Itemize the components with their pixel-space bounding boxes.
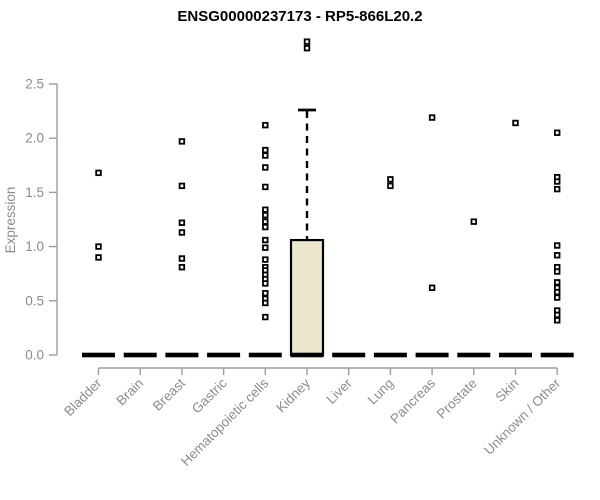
outlier-point	[387, 176, 394, 183]
x-tick-label: Liver	[324, 375, 356, 407]
median-bar	[165, 352, 199, 358]
outlier-point	[262, 223, 269, 231]
outlier-point	[303, 44, 311, 52]
outlier-point	[303, 38, 311, 45]
median-bar	[82, 352, 115, 358]
outlier-point	[262, 206, 269, 213]
outlier-point	[387, 182, 394, 190]
outlier-point	[262, 290, 269, 297]
outlier-point	[262, 218, 269, 225]
x-tick-label: Gastric	[189, 375, 230, 416]
outlier-point	[554, 178, 561, 185]
y-axis: 0.0 0.5 1.0 1.5 2.0 2.5	[25, 76, 58, 363]
median-bar	[123, 352, 157, 358]
outlier-point	[554, 129, 561, 136]
outlier-point	[262, 152, 269, 159]
outlier-point	[178, 255, 186, 262]
outlier-point	[95, 254, 102, 261]
outlier-point	[262, 146, 269, 154]
outlier-point	[262, 236, 269, 244]
outlier-point	[554, 268, 561, 275]
y-tick-label: 1.0	[25, 239, 44, 254]
median-bar	[499, 352, 532, 358]
outlier-point	[178, 263, 186, 271]
outlier-point	[512, 119, 519, 127]
median-bar	[248, 352, 282, 358]
outlier-point	[178, 219, 186, 226]
y-tick-label: 0.0	[25, 348, 44, 363]
outlier-point	[428, 114, 436, 121]
y-tick-label: 2.0	[25, 131, 44, 146]
median-bar	[373, 352, 407, 358]
x-tick-label: Lung	[365, 376, 397, 408]
box-series	[82, 38, 574, 358]
median-bar	[457, 352, 491, 358]
outlier-point	[262, 121, 269, 129]
outlier-point	[95, 169, 102, 177]
median-bar	[207, 352, 241, 358]
x-tick-label: Unknown / Other	[481, 375, 564, 458]
outlier-point	[554, 185, 561, 193]
y-tick-label: 2.5	[25, 76, 44, 91]
outlier-point	[554, 279, 561, 286]
x-tick-label: Brain	[113, 376, 146, 409]
outlier-point	[95, 243, 102, 250]
outlier-point	[262, 313, 269, 321]
x-tick-label: Pancreas	[387, 375, 438, 426]
outlier-point	[262, 299, 269, 307]
outlier-point	[554, 317, 561, 324]
outlier-point	[262, 183, 269, 191]
x-tick-label: Skin	[492, 376, 521, 405]
outlier-point	[262, 164, 269, 171]
x-tick-label: Prostate	[434, 376, 480, 422]
chart-title: ENSG00000237173 - RP5-866L20.2	[177, 8, 422, 25]
median-bar	[290, 352, 324, 358]
outlier-point	[178, 138, 186, 145]
box	[289, 238, 325, 357]
outlier-point	[178, 182, 186, 190]
outlier-point	[262, 211, 269, 219]
y-axis-title: Expression	[3, 187, 18, 254]
median-bar	[415, 352, 449, 358]
outlier-point	[554, 294, 561, 301]
outlier-point	[262, 244, 269, 251]
outlier-point	[554, 311, 561, 319]
y-tick-label: 1.5	[25, 185, 44, 200]
x-tick-label: Breast	[150, 375, 188, 413]
median-bar	[540, 352, 574, 358]
outlier-point	[428, 284, 436, 291]
outlier-point	[178, 229, 186, 236]
y-tick-label: 0.5	[25, 293, 44, 308]
outlier-point	[554, 288, 561, 296]
x-tick-label: Kidney	[273, 375, 313, 415]
median-bar	[332, 352, 366, 358]
outlier-point	[262, 256, 269, 263]
outlier-point	[554, 242, 561, 249]
outlier-point	[262, 280, 269, 287]
x-tick-label: Bladder	[61, 375, 105, 419]
outlier-point	[554, 252, 561, 259]
outlier-point	[470, 218, 477, 225]
